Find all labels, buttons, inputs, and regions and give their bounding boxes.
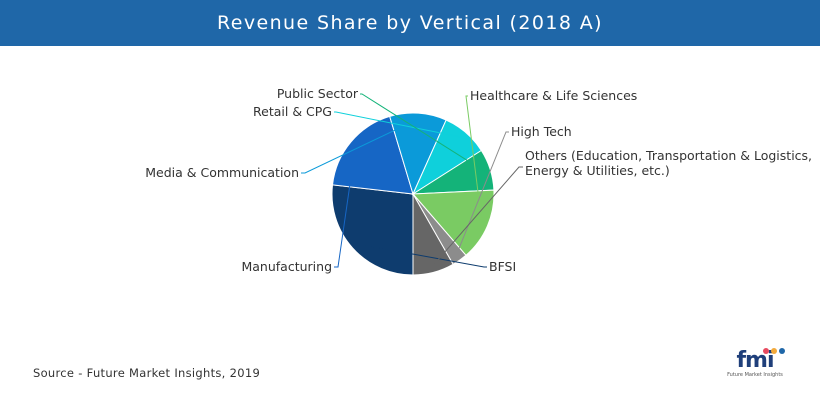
leader-line-bfsi — [356, 243, 487, 268]
logo-word: fmi — [736, 348, 774, 373]
logo-dots-icon — [763, 348, 785, 354]
pie-slice-healthcare-life-sciences — [411, 189, 495, 256]
pie-slice-bfsi — [331, 184, 414, 276]
leader-line-high-tech — [455, 131, 509, 256]
slice-label-retail-cpg: Retail & CPG — [253, 104, 332, 119]
leader-line-media-communication — [301, 118, 419, 174]
leader-line-retail-cpg — [334, 111, 463, 138]
slice-label-others-education-transportation-logistics-energy-utilities-etc: Others (Education, Transportation & Logi… — [525, 148, 812, 178]
leader-line-public-sector — [360, 93, 485, 172]
pie-chart: BFSI Manufacturing Media & Communication Re… — [145, 86, 812, 276]
slice-label-media-communication: Media & Communication — [145, 165, 299, 180]
chart-header: Revenue Share by Vertical (2018 A) — [0, 0, 820, 46]
fmi-logo: fmi Future Market Insights — [724, 348, 786, 384]
slice-label-manufacturing: Manufacturing — [241, 259, 332, 274]
slice-label-bfsi: BFSI — [489, 259, 516, 274]
chart-title: Revenue Share by Vertical (2018 A) — [217, 12, 603, 34]
source-note: Source - Future Market Insights, 2019 — [33, 366, 261, 380]
leader-line-others-education-transportation-logistics-energy-utilities-etc — [431, 166, 523, 267]
leader-line-healthcare-life-sciences — [465, 95, 483, 224]
slice-label-high-tech: High Tech — [511, 124, 572, 139]
slice-label-public-sector: Public Sector — [277, 86, 359, 101]
slice-label-healthcare-life-sciences: Healthcare & Life Sciences — [470, 88, 637, 103]
pie-slice-manufacturing — [331, 115, 414, 195]
logo-tagline: Future Market Insights — [727, 372, 783, 378]
leader-line-manufacturing — [334, 145, 356, 268]
